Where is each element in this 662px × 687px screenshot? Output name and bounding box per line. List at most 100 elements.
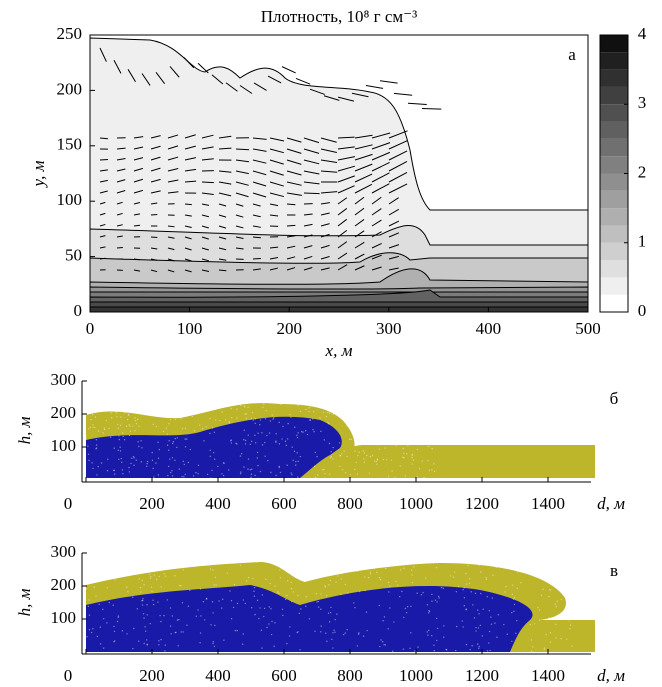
x-tick-label: 1400 [531, 666, 565, 685]
y-axis-label: h, м [15, 416, 34, 444]
arrow [303, 181, 320, 185]
speck [429, 425, 431, 427]
speck [374, 432, 376, 434]
speck [286, 642, 288, 645]
speck [197, 473, 199, 475]
speck [205, 597, 208, 600]
speck [143, 642, 145, 645]
speck [166, 599, 169, 601]
speck [146, 462, 148, 465]
speck [329, 579, 332, 582]
speck [181, 428, 184, 430]
speck [313, 465, 316, 468]
speck [412, 441, 415, 444]
speck [418, 431, 420, 433]
speck [394, 476, 396, 479]
arrow [337, 165, 356, 172]
speck [479, 624, 482, 626]
speck [404, 403, 406, 405]
speck [485, 578, 488, 581]
colorbar-band [600, 277, 628, 295]
speck [469, 649, 471, 651]
speck [222, 474, 225, 477]
speck [569, 560, 571, 562]
speck [477, 627, 480, 629]
speck [233, 583, 236, 586]
speck [166, 433, 169, 435]
x-tick-label: 0 [64, 494, 73, 513]
arrow [269, 214, 279, 217]
arrow [286, 267, 296, 271]
arrow [252, 159, 267, 164]
speck [277, 591, 279, 593]
speck [560, 598, 563, 601]
speck [344, 583, 347, 586]
speck [278, 465, 281, 468]
arrow [184, 214, 192, 217]
speck [107, 565, 110, 567]
speck [87, 453, 90, 456]
colorbar-tick-label: 1 [638, 232, 647, 251]
speck [293, 450, 296, 453]
speck [140, 591, 142, 593]
speck [401, 590, 403, 593]
arrow [150, 202, 158, 205]
speck [110, 412, 113, 414]
arrow [354, 265, 365, 271]
arrow [253, 82, 267, 91]
speck [496, 562, 498, 564]
arrow [133, 258, 141, 261]
arrow [269, 137, 285, 142]
speck [264, 441, 266, 444]
speck [309, 406, 312, 408]
speck [430, 440, 433, 442]
speck [113, 641, 115, 643]
speck [211, 427, 214, 429]
arrow [320, 148, 337, 154]
speck [144, 630, 147, 632]
arrow [218, 247, 227, 251]
speck [327, 612, 330, 614]
speck [417, 646, 419, 648]
arrow [116, 179, 126, 183]
x-tick-label: 1200 [465, 666, 499, 685]
speck [429, 414, 431, 416]
arrow [303, 255, 313, 260]
speck [511, 593, 514, 596]
speck [269, 582, 271, 585]
speck [478, 613, 480, 615]
speck [443, 625, 445, 627]
speck [405, 453, 408, 455]
speck [572, 585, 575, 588]
arrow [269, 181, 284, 187]
speck [296, 452, 298, 454]
y-tick-label: 250 [57, 24, 83, 43]
speck [146, 465, 148, 467]
speck [259, 470, 262, 473]
speck [387, 581, 390, 584]
speck [141, 447, 143, 449]
speck [94, 416, 97, 418]
speck [106, 622, 108, 624]
speck [549, 632, 552, 634]
x-tick-label: 400 [476, 319, 502, 338]
speck [286, 594, 288, 597]
speck [244, 439, 247, 442]
speck [284, 598, 287, 601]
speck [369, 572, 372, 575]
speck [213, 431, 216, 434]
speck [292, 459, 294, 461]
arrow [218, 192, 232, 197]
speck [494, 622, 496, 624]
speck [168, 465, 170, 468]
speck [340, 593, 342, 595]
speck [258, 617, 260, 620]
speck [423, 476, 425, 479]
arrow [320, 170, 338, 173]
speck [164, 650, 166, 652]
speck [537, 606, 539, 609]
speck [144, 399, 146, 401]
speck [157, 474, 160, 476]
arrow [99, 235, 106, 238]
speck [217, 559, 219, 561]
